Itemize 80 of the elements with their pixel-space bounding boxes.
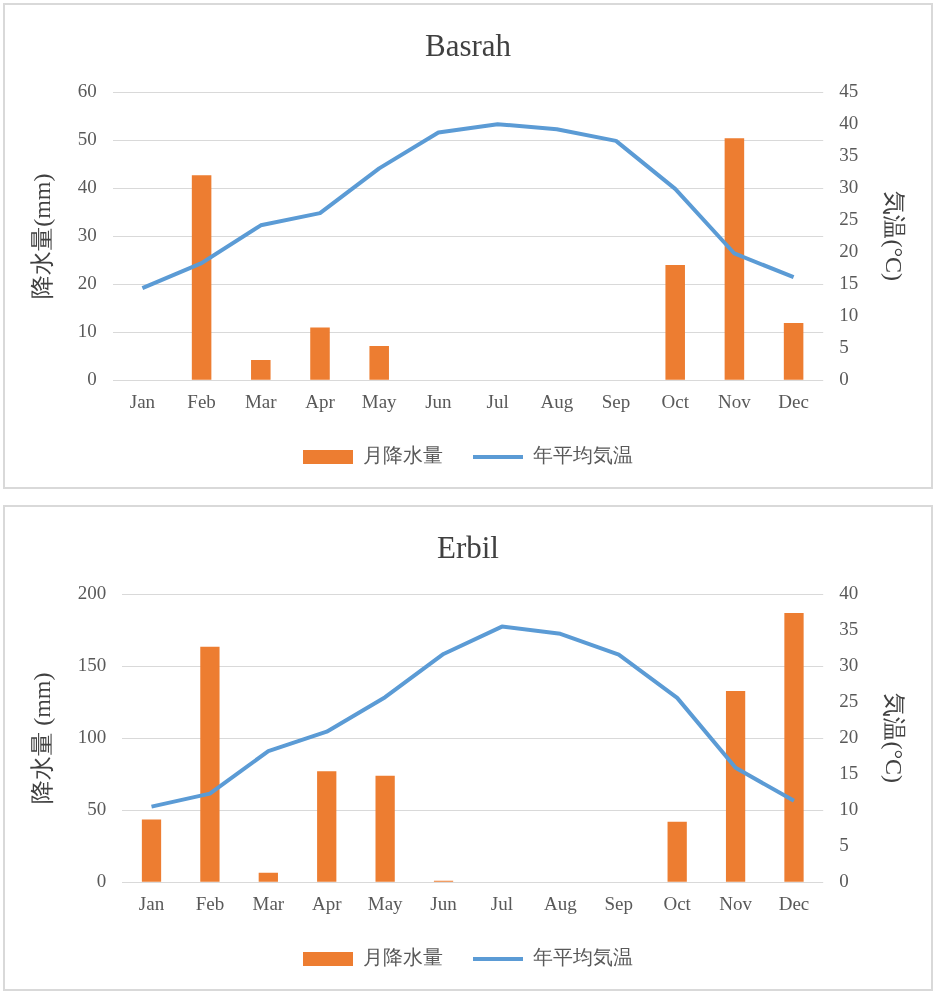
chart-title: Erbil xyxy=(437,529,499,565)
y-tick-label: 50 xyxy=(87,798,107,820)
bar xyxy=(665,265,685,380)
x-tick-label: Feb xyxy=(187,390,216,412)
bar xyxy=(725,691,746,882)
y2-tick-label: 30 xyxy=(839,176,859,198)
y2-tick-label: 0 xyxy=(839,368,849,390)
x-tick-label: Nov xyxy=(718,390,752,412)
y-tick-label: 200 xyxy=(77,582,107,604)
bar xyxy=(317,771,337,882)
bar xyxy=(369,346,389,380)
x-tick-label: Dec xyxy=(778,390,809,412)
x-tick-label: Jan xyxy=(138,892,165,914)
x-tick-label: Feb xyxy=(195,892,225,914)
y2-tick-label: 10 xyxy=(839,304,859,326)
y2-tick-label: 20 xyxy=(839,240,859,262)
x-tick-label: Sep xyxy=(601,390,631,412)
bar xyxy=(141,819,162,882)
y-tick-label: 0 xyxy=(87,368,97,390)
y2-tick-label: 15 xyxy=(839,272,859,294)
y2-axis-title: 気温(°C) xyxy=(881,191,908,281)
bar xyxy=(783,323,804,380)
y-tick-label: 50 xyxy=(77,128,97,150)
x-tick-label: Jul xyxy=(490,892,514,914)
y2-tick-label: 0 xyxy=(839,870,849,892)
y-tick-label: 10 xyxy=(77,320,97,342)
bar xyxy=(251,360,271,380)
x-tick-label: Apr xyxy=(311,892,343,914)
y2-tick-label: 10 xyxy=(839,798,859,820)
y-tick-label: 30 xyxy=(77,224,97,246)
x-tick-label: Sep xyxy=(604,892,634,914)
chart-title: Basrah xyxy=(424,27,512,63)
y-tick-label: 40 xyxy=(77,176,97,198)
bar xyxy=(375,775,395,882)
x-tick-label: Oct xyxy=(661,390,690,412)
x-tick-label: Mar xyxy=(252,892,285,914)
y-tick-label: 60 xyxy=(77,80,97,102)
x-tick-label: Dec xyxy=(778,892,810,914)
y2-tick-label: 30 xyxy=(839,654,859,676)
y-tick-label: 150 xyxy=(77,654,107,676)
y-tick-label: 0 xyxy=(96,870,107,892)
y2-tick-label: 5 xyxy=(839,834,849,856)
legend-label: 年平均気温 xyxy=(533,946,633,969)
y2-tick-label: 20 xyxy=(839,726,859,748)
y-tick-label: 20 xyxy=(77,272,97,294)
y-axis-title: 降水量 (mm) xyxy=(28,672,55,804)
y-tick-label: 100 xyxy=(77,726,107,748)
x-tick-label: Jan xyxy=(129,390,156,412)
x-tick-label: Aug xyxy=(540,390,574,412)
bar xyxy=(191,175,212,380)
y2-tick-label: 5 xyxy=(839,336,849,358)
legend-label: 月降水量 xyxy=(363,444,443,467)
y2-tick-label: 35 xyxy=(839,618,859,640)
y2-tick-label: 35 xyxy=(839,144,859,166)
x-tick-label: May xyxy=(361,390,398,412)
x-tick-label: Nov xyxy=(719,892,753,914)
x-tick-label: Jul xyxy=(486,390,509,412)
bar xyxy=(784,612,804,882)
y-axis-title: 降水量(mm) xyxy=(28,173,55,299)
x-tick-label: Jun xyxy=(430,892,458,914)
x-tick-label: May xyxy=(367,892,404,914)
bar xyxy=(310,327,330,380)
x-tick-label: Oct xyxy=(663,892,692,914)
y2-tick-label: 25 xyxy=(839,690,859,712)
bar xyxy=(258,872,278,882)
legend-label: 月降水量 xyxy=(363,946,443,969)
y2-tick-label: 25 xyxy=(839,208,859,230)
y2-axis-title: 気温(°C) xyxy=(881,693,908,783)
bar xyxy=(724,138,745,380)
y2-tick-label: 45 xyxy=(839,80,859,102)
x-tick-label: Aug xyxy=(544,892,578,914)
x-tick-label: Jun xyxy=(425,390,453,412)
bar xyxy=(667,821,687,882)
legend-label: 年平均気温 xyxy=(533,444,633,467)
y2-tick-label: 15 xyxy=(839,762,859,784)
bar xyxy=(200,646,220,882)
x-tick-label: Apr xyxy=(305,390,336,412)
x-tick-label: Mar xyxy=(244,390,278,412)
y2-tick-label: 40 xyxy=(839,112,859,134)
y2-tick-label: 40 xyxy=(839,582,859,604)
